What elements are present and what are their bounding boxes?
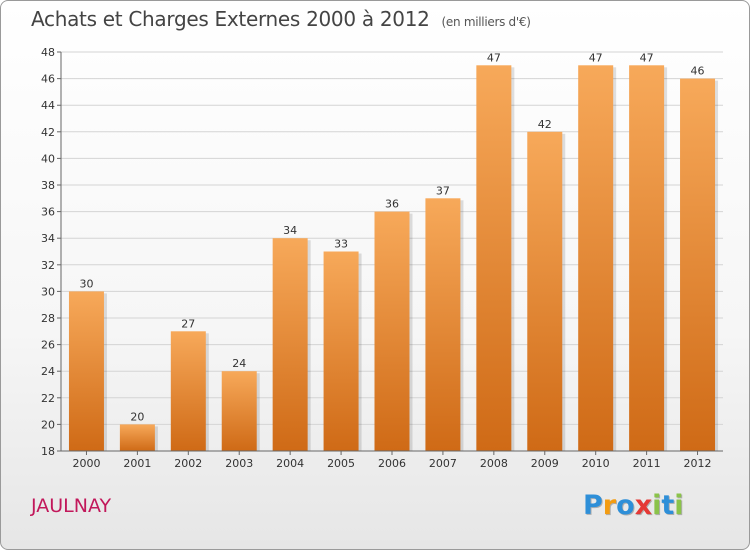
bar	[476, 65, 512, 452]
y-tick-label: 24	[41, 365, 55, 378]
axes	[57, 51, 723, 455]
data-label: 47	[640, 51, 654, 64]
chart-title: Achats et Charges Externes 2000 à 2012 (e…	[31, 7, 531, 31]
chart-unit: (en milliers d'€)	[441, 15, 531, 29]
y-tick-label: 36	[41, 206, 55, 219]
x-tick-label: 2008	[480, 457, 508, 470]
bar	[425, 198, 461, 451]
x-tick-label: 2005	[327, 457, 355, 470]
bar	[68, 291, 104, 451]
bar	[221, 371, 257, 451]
bar	[119, 424, 155, 451]
logo-letter: i	[652, 490, 662, 521]
x-tick-label: 2003	[225, 457, 253, 470]
logo-letter: r	[602, 490, 617, 521]
chart-title-text: Achats et Charges Externes 2000 à 2012	[31, 7, 430, 31]
y-tick-label: 40	[41, 152, 55, 165]
y-tick-label: 32	[41, 259, 55, 272]
x-tick-label: 2012	[684, 457, 712, 470]
bar	[374, 211, 410, 451]
y-tick-label: 22	[41, 392, 55, 405]
proxiti-logo: Proxiti	[583, 490, 684, 521]
y-tick-label: 38	[41, 179, 55, 192]
labels: 18 20 22 24 26 28 30 32 34 36 38 40 42 44 46 48 30 2000 20…	[41, 46, 712, 470]
y-tick-label: 46	[41, 73, 55, 86]
data-label: 34	[283, 224, 297, 237]
data-label: 47	[487, 51, 501, 64]
data-label: 27	[181, 317, 195, 330]
y-tick-label: 20	[41, 418, 55, 431]
logo-letter: i	[674, 490, 684, 521]
y-tick-label: 18	[41, 445, 55, 458]
x-tick-label: 2010	[582, 457, 610, 470]
data-label: 42	[538, 118, 552, 131]
x-tick-label: 2002	[174, 457, 202, 470]
bar	[272, 238, 308, 451]
y-tick-label: 48	[41, 46, 55, 59]
x-tick-label: 2006	[378, 457, 406, 470]
y-tick-label: 34	[41, 232, 55, 245]
x-tick-label: 2011	[633, 457, 661, 470]
bars	[68, 65, 719, 452]
logo-letter: P	[583, 490, 603, 521]
logo-letter: x	[634, 490, 653, 521]
data-label: 33	[334, 238, 348, 251]
bar	[578, 65, 614, 452]
y-tick-label: 42	[41, 126, 55, 139]
logo-letter: o	[616, 490, 635, 521]
data-label: 36	[385, 198, 399, 211]
x-tick-label: 2001	[123, 457, 151, 470]
bar	[527, 131, 563, 452]
x-tick-label: 2007	[429, 457, 457, 470]
bar	[170, 331, 206, 451]
y-tick-label: 26	[41, 339, 55, 352]
data-label: 47	[589, 51, 603, 64]
data-label: 24	[232, 357, 246, 370]
bar	[323, 251, 359, 451]
y-tick-label: 28	[41, 312, 55, 325]
y-tick-label: 44	[41, 99, 55, 112]
data-label: 46	[691, 65, 705, 78]
place-name: JAULNAY	[31, 495, 112, 517]
data-label: 20	[130, 410, 144, 423]
bar	[680, 78, 716, 451]
x-tick-label: 2004	[276, 457, 304, 470]
logo-letter: t	[661, 490, 675, 521]
x-tick-label: 2009	[531, 457, 559, 470]
y-tick-label: 30	[41, 285, 55, 298]
data-label: 30	[79, 277, 93, 290]
x-tick-label: 2000	[72, 457, 100, 470]
data-label: 37	[436, 184, 450, 197]
bar	[629, 65, 665, 452]
